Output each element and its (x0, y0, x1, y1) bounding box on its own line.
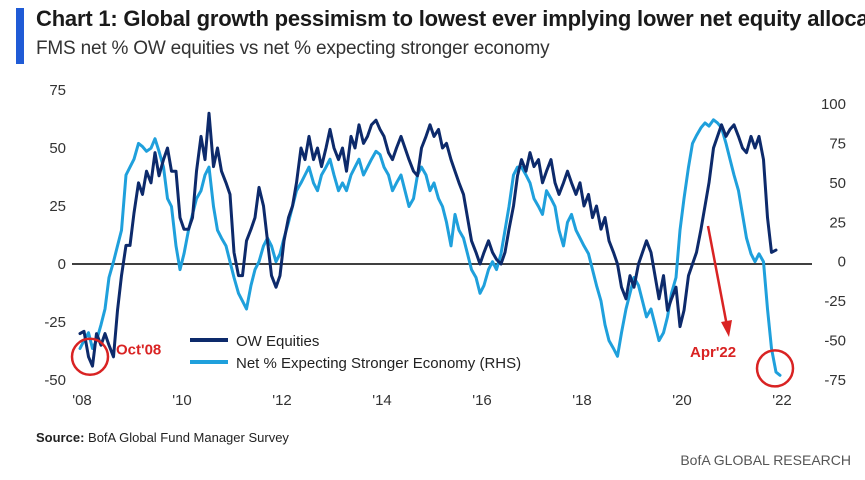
y-left-tick-label: 75 (49, 82, 66, 99)
legend: OW Equities Net % Expecting Stronger Eco… (190, 333, 521, 372)
oct08-label: Oct'08 (116, 341, 161, 358)
source-label: Source: (36, 430, 85, 445)
chart-subtitle: FMS net % OW equities vs net % expecting… (36, 38, 550, 59)
y-left-tick-label: 50 (49, 140, 66, 157)
brand-label: BofA GLOBAL RESEARCH (680, 452, 851, 468)
oct08-circle (70, 337, 110, 377)
annotation-layer: Oct'08 Apr'22 (70, 225, 795, 388)
source-note: Source: BofA Global Fund Manager Survey (36, 430, 289, 445)
arrow-head (721, 320, 732, 337)
y-right-tick-label: 0 (838, 254, 846, 271)
axes-layer: -50 -25 0 25 50 75 -75 -50 -25 0 25 50 75 100 '08 '10 '1… (44, 82, 846, 409)
x-tick-label: '08 (72, 392, 92, 409)
series-layer (78, 111, 782, 377)
x-tick-label: '14 (372, 392, 392, 409)
y-left-tick-label: 25 (49, 198, 66, 215)
y-right-tick-label: 100 (821, 96, 846, 113)
y-right-tick-label: -50 (824, 333, 846, 350)
series-ow-equities-line (78, 111, 778, 368)
legend-label-net-expecting: Net % Expecting Stronger Economy (RHS) (236, 355, 521, 372)
y-right-tick-label: 50 (829, 175, 846, 192)
y-right-tick-label: -25 (824, 293, 846, 310)
arrow-shaft (706, 225, 729, 327)
y-left-tick-label: -25 (44, 314, 66, 331)
y-right-tick-label: -75 (824, 372, 846, 389)
x-tick-label: '20 (672, 392, 692, 409)
y-left-tick-label: 0 (58, 256, 66, 273)
title-accent-bar (16, 8, 24, 64)
x-tick-label: '18 (572, 392, 592, 409)
y-right-tick-label: 75 (829, 135, 846, 152)
x-tick-label: '10 (172, 392, 192, 409)
x-tick-label: '22 (772, 392, 792, 409)
y-left-tick-label: -50 (44, 372, 66, 389)
legend-label-ow-equities: OW Equities (236, 333, 319, 350)
y-right-tick-label: 25 (829, 214, 846, 231)
x-tick-label: '16 (472, 392, 492, 409)
source-text: BofA Global Fund Manager Survey (88, 430, 289, 445)
chart-title: Chart 1: Global growth pessimism to lowe… (36, 6, 865, 31)
apr22-label: Apr'22 (690, 344, 736, 361)
apr22-circle (755, 349, 795, 388)
x-tick-label: '12 (272, 392, 292, 409)
series-net-expecting-line (78, 118, 782, 377)
